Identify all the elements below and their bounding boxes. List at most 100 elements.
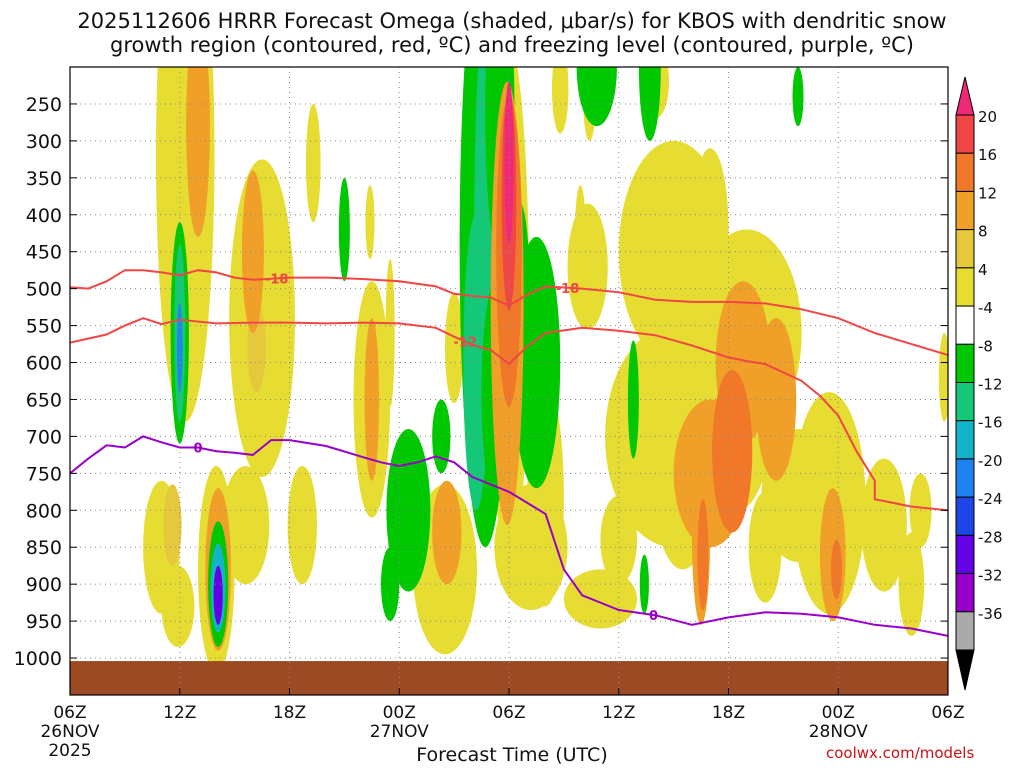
x-tick-label: 00Z [383, 703, 416, 723]
omega-shaded-region [792, 67, 804, 127]
omega-shaded-region [909, 473, 932, 548]
omega-shaded-region [208, 521, 229, 647]
y-tick-label: 550 [26, 316, 62, 338]
omega-shaded-region [287, 465, 317, 585]
omega-shaded-region [792, 392, 866, 614]
contour-label: -18 [265, 272, 289, 287]
colorbar-swatch [955, 305, 975, 345]
omega-shaded-field [70, 67, 948, 695]
colorbar-swatch [955, 114, 975, 154]
omega-shaded-region [662, 259, 685, 466]
colorbar-swatch [955, 152, 975, 192]
x-date-label: 28NOV [809, 722, 868, 742]
omega-shaded-region [229, 159, 295, 478]
chart-title-line1: 2025112606 HRRR Forecast Omega (shaded, … [77, 9, 947, 33]
colorbar-swatch [955, 611, 975, 651]
x-tick-label: 06Z [492, 703, 525, 723]
omega-shaded-region [496, 96, 522, 407]
colorbar-label: -36 [978, 605, 1003, 623]
colorbar-swatch [955, 343, 975, 383]
omega-shaded-region [494, 484, 568, 611]
omega-shaded-region [583, 67, 596, 141]
omega-shaded-region [338, 177, 350, 282]
omega-shaded-region [627, 340, 639, 459]
colorbar-label: -20 [978, 452, 1003, 470]
omega-shaded-region [563, 569, 638, 629]
omega-shaded-region [490, 81, 524, 526]
omega-shaded-region [551, 67, 569, 134]
y-tick-label: 450 [26, 242, 62, 264]
chart-title-line2: growth region (contoured, red, ºC) and f… [110, 33, 914, 57]
colorbar-label: -12 [978, 376, 1003, 394]
colorbar-swatch [955, 573, 975, 613]
y-tick-label: 800 [26, 500, 62, 522]
omega-shaded-region [305, 103, 321, 223]
omega-shaded-region [748, 491, 782, 603]
colorbar-label: 12 [978, 184, 997, 202]
omega-shaded-region [715, 281, 771, 444]
colorbar-swatch [955, 496, 975, 536]
omega-shaded-region [174, 244, 186, 422]
omega-shaded-region [618, 140, 729, 363]
colorbar-swatch [955, 229, 975, 269]
y-tick-label: 950 [26, 611, 62, 633]
omega-shaded-region [691, 148, 729, 311]
contour-lines: -18 -18 -12 0 0 [70, 269, 948, 637]
omega-shaded-region [386, 429, 431, 592]
omega-shaded-region [247, 303, 266, 393]
omega-shaded-region [507, 199, 530, 348]
omega-shaded-region [380, 547, 400, 622]
y-tick-label: 300 [26, 131, 62, 153]
omega-shaded-region [501, 89, 517, 311]
colorbar-swatch [955, 458, 975, 498]
omega-shaded-region [819, 488, 846, 622]
contour-label: -12 [453, 336, 477, 351]
y-tick-label: 850 [26, 537, 62, 559]
colorbar-label: 16 [978, 146, 997, 164]
omega-shaded-region [353, 281, 391, 518]
omega-shaded-region [163, 484, 182, 566]
x-tick-label: 12Z [163, 703, 196, 723]
omega-shaded-region [861, 458, 907, 592]
y-tick-label: 350 [26, 168, 62, 190]
omega-shaded-region [830, 539, 842, 599]
y-tick-label: 600 [26, 353, 62, 375]
colorbar-swatch [955, 420, 975, 460]
omega-shaded-region [365, 185, 375, 260]
omega-shaded-region [527, 384, 564, 607]
omega-shaded-region [755, 318, 797, 481]
x-date-label: 27NOV [370, 722, 429, 742]
ground-surface [70, 661, 948, 695]
omega-shaded-region [385, 259, 395, 407]
omega-shaded-region [198, 465, 235, 673]
omega-shaded-region [691, 440, 711, 625]
omega-shaded-region [701, 288, 775, 511]
omega-shaded-region [504, 81, 514, 245]
omega-shaded-region [161, 565, 195, 647]
y-tick-label: 750 [26, 463, 62, 485]
colorbar-top-arrow [955, 76, 975, 116]
omega-shaded-region [432, 399, 451, 474]
chart-gridlines [69, 67, 949, 695]
omega-shaded-region [605, 325, 743, 548]
colorbar-label: 20 [978, 108, 997, 126]
y-tick-label: 400 [26, 205, 62, 227]
colorbar-label: 4 [978, 261, 988, 279]
omega-shaded-region [639, 554, 649, 614]
contour-label: 0 [649, 609, 658, 624]
omega-shaded-region [459, 67, 511, 548]
colorbar-label: -24 [978, 490, 1003, 508]
omega-shaded-region [512, 236, 561, 489]
colorbar-swatch [955, 534, 975, 575]
colorbar-bottom-arrow [955, 649, 975, 691]
x-tick-label: 12Z [602, 703, 635, 723]
colorbar-swatch [955, 267, 975, 307]
omega-shaded-region [205, 488, 231, 651]
omega-shaded-region [938, 332, 948, 422]
omega-shaded-region [697, 499, 709, 611]
x-date-label: 26NOV [40, 722, 99, 742]
x-tick-label: 00Z [822, 703, 855, 723]
omega-shaded-region [673, 399, 747, 548]
omega-shaded-region [567, 203, 608, 330]
omega-shaded-region [241, 170, 264, 333]
